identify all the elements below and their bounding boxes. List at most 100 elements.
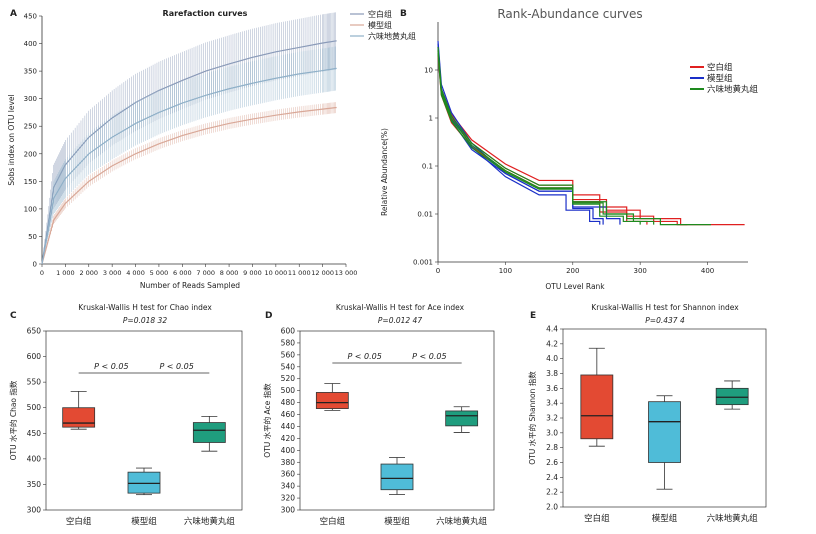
chart-b-legend-label: 六味地黄丸组 — [707, 84, 759, 95]
chart-e-pvalue: P=0.437 4 — [645, 316, 685, 325]
chart-a-title: Rarefaction curves — [163, 9, 248, 18]
chart-a-series-line-2 — [41, 106, 337, 265]
chart-a-y-tick-label: 100 — [24, 205, 37, 213]
chart-c-x-tick-label: 模型组 — [131, 516, 157, 527]
chart-d-y-tick-label: 380 — [281, 458, 296, 467]
chart-c-y-tick-label: 300 — [27, 506, 42, 515]
chart-c-x-tick-label: 六味地黄丸组 — [184, 516, 236, 527]
chart-c-box-1 — [62, 407, 96, 428]
chart-c-y-tick-label: 550 — [27, 378, 42, 387]
chart-e-y-tick-label: 4.0 — [546, 354, 558, 363]
chart-a-y-tick-label: 250 — [24, 123, 37, 131]
chart-a-y-tick-label: 450 — [24, 13, 37, 21]
chart-a-y-label: Sobs index on OTU level — [7, 94, 16, 185]
chart-a-x-tick-label: 13 000 — [335, 269, 358, 277]
chart-d-y-tick-label: 540 — [281, 362, 296, 371]
chart-e-y-label: OTU 水平的 Shannon 指数 — [527, 371, 537, 465]
chart-a-y-tick-label: 350 — [24, 68, 37, 76]
chart-a-y-tick-label: 50 — [28, 233, 37, 241]
chart-a-y-tick-label: 200 — [24, 150, 37, 158]
chart-b-title: Rank-Abundance curves — [497, 7, 642, 21]
chart-d-y-tick-label: 500 — [281, 386, 296, 395]
chart-e-y-tick-label: 2.6 — [546, 458, 558, 467]
chart-e-y-tick-label: 3.0 — [546, 428, 558, 437]
chart-c-y-label: OTU 水平的 Chao 指数 — [8, 380, 18, 460]
chart-b-x-label: OTU Level Rank — [545, 282, 605, 291]
chart-d-y-tick-label: 440 — [281, 422, 296, 431]
chart-b-series-line-3 — [437, 53, 711, 226]
chart-a-x-tick-label: 9 000 — [243, 269, 262, 277]
chart-a-y-tick-label: 300 — [24, 95, 37, 103]
chart-d-y-tick-label: 580 — [281, 338, 296, 347]
chart-b-series-line-3 — [437, 47, 655, 225]
chart-e-y-tick-label: 2.4 — [546, 473, 558, 482]
chart-d-y-tick-label: 560 — [281, 350, 296, 359]
chart-b-y-tick-label: 10 — [424, 67, 433, 75]
chart-d-x-tick-label: 模型组 — [384, 516, 410, 527]
chart-b-x-tick-label: 400 — [701, 267, 714, 275]
chart-c-box-2 — [127, 471, 161, 494]
chart-e-box-3 — [715, 387, 749, 406]
chart-d-y-tick-label: 340 — [281, 482, 296, 491]
chart-b-x-tick-label: 200 — [566, 267, 579, 275]
chart-e-y-tick-label: 2.2 — [546, 488, 558, 497]
chart-b-y-tick-label: 1 — [429, 115, 433, 123]
chart-b-y-label: Relative Abundance(%) — [380, 128, 389, 216]
chart-b-y-tick-label: 0.001 — [413, 259, 433, 267]
chart-c-y-tick-label: 600 — [27, 352, 42, 361]
chart-b-y-tick-label: 0.01 — [417, 211, 433, 219]
chart-d-y-tick-label: 600 — [281, 327, 296, 336]
chart-c-x-tick-label: 空白组 — [66, 516, 92, 527]
chart-b-x-tick-label: 300 — [633, 267, 646, 275]
chart-c-y-tick-label: 400 — [27, 454, 42, 463]
chart-e-y-tick-label: 3.6 — [546, 384, 558, 393]
chart-c-y-tick-label: 500 — [27, 403, 42, 412]
chart-b-series-line-2 — [437, 43, 601, 225]
chart-e-x-tick-label: 空白组 — [584, 513, 610, 524]
chart-e-box-1 — [580, 374, 614, 440]
chart-c-y-tick-label: 650 — [27, 327, 42, 336]
chart-a-x-tick-label: 0 — [40, 269, 44, 277]
chart-a-y-tick-label: 400 — [24, 40, 37, 48]
chart-c-y-tick-label: 350 — [27, 480, 42, 489]
chart-a-x-tick-label: 1 000 — [56, 269, 75, 277]
chart-d-x-tick-label: 空白组 — [320, 516, 346, 527]
chart-e-y-tick-label: 4.2 — [546, 339, 558, 348]
chart-e-y-tick-label: 2.0 — [546, 503, 558, 512]
chart-a-x-tick-label: 8 000 — [220, 269, 239, 277]
chart-a-y-tick-label: 0 — [33, 261, 37, 269]
chart-d-y-label: OTU 水平的 Ace 指数 — [262, 383, 272, 458]
chart-d-y-tick-label: 480 — [281, 398, 296, 407]
chart-b-legend-label: 空白组 — [707, 62, 733, 73]
chart-a-legend-label: 模型组 — [368, 20, 392, 30]
chart-d-box-3 — [445, 410, 479, 427]
chart-a-y-tick-label: 150 — [24, 178, 37, 186]
chart-a-x-tick-label: 4 000 — [126, 269, 145, 277]
chart-d-box-1 — [315, 392, 349, 409]
chart-c-frame — [45, 330, 243, 511]
chart-e-y-tick-label: 3.8 — [546, 369, 558, 378]
chart-d-y-tick-label: 300 — [281, 506, 296, 515]
chart-e-title: Kruskal-Wallis H test for Shannon index — [591, 303, 739, 312]
chart-d-significance-label: P < 0.05 — [412, 352, 446, 361]
panel-label-b: B — [400, 9, 407, 19]
chart-b-y-tick-label: 0.1 — [422, 163, 433, 171]
chart-b-x-tick-label: 100 — [499, 267, 512, 275]
panel-label-e: E — [530, 311, 536, 321]
chart-c-box-3 — [192, 422, 226, 443]
chart-b-series-line-1 — [437, 47, 688, 226]
chart-c-significance-label: P < 0.05 — [159, 362, 193, 371]
chart-c-y-tick-label: 450 — [27, 429, 42, 438]
chart-e-box-2 — [648, 401, 681, 463]
chart-e-x-tick-label: 模型组 — [652, 513, 678, 524]
chart-a-x-tick-label: 11 000 — [288, 269, 311, 277]
chart-d-title: Kruskal-Wallis H test for Ace index — [336, 303, 465, 312]
chart-b-series-line-1 — [437, 50, 745, 226]
chart-e-y-tick-label: 2.8 — [546, 443, 558, 452]
chart-a-series-line-1 — [41, 40, 337, 265]
chart-a-x-tick-label: 12 000 — [311, 269, 334, 277]
chart-a-x-tick-label: 6 000 — [173, 269, 192, 277]
chart-e-x-tick-label: 六味地黄丸组 — [707, 513, 759, 524]
panel-label-c: C — [10, 311, 17, 321]
